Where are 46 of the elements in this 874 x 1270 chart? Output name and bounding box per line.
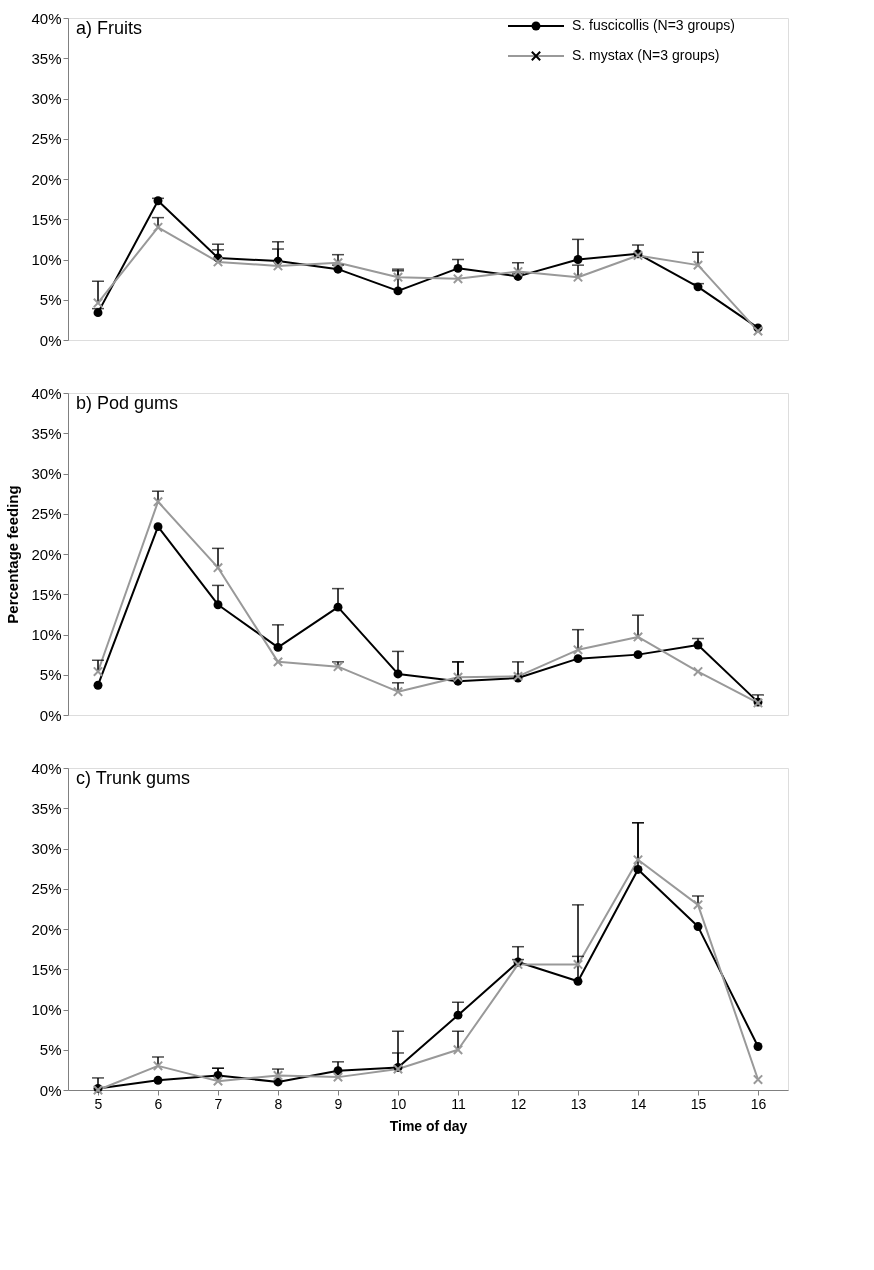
y-tick-label: 0% (39, 331, 62, 349)
x-tick-label: 14 (630, 1095, 647, 1112)
y-tick-label: 20% (31, 545, 62, 563)
x-tick-label: 9 (334, 1095, 343, 1112)
y-tick-label: 10% (31, 251, 62, 268)
x-axis-title: Time of day (389, 1117, 468, 1134)
x-tick-label: 8 (274, 1095, 283, 1112)
chart-title: b) Pod gums (76, 393, 179, 413)
y-tick-label: 40% (31, 9, 62, 27)
y-tick-label: 30% (31, 465, 62, 482)
y-tick-label: 40% (31, 759, 62, 777)
y-tick-label: 35% (31, 799, 62, 817)
chart-title: c) Trunk gums (76, 768, 191, 788)
x-tick-label: 12 (510, 1095, 527, 1112)
y-tick-label: 5% (39, 291, 62, 309)
x-tick-label: 13 (570, 1095, 587, 1112)
y-tick-label: 40% (31, 384, 62, 402)
y-tick-label: 10% (31, 626, 62, 643)
y-tick-label: 30% (31, 840, 62, 857)
x-tick-label: 15 (690, 1095, 707, 1112)
x-tick-label: 7 (214, 1095, 223, 1112)
x-tick-label: 16 (750, 1095, 767, 1112)
y-tick-label: 25% (31, 880, 62, 898)
y-tick-label: 35% (31, 49, 62, 67)
y-tick-label: 15% (31, 210, 62, 228)
y-axis-title: Percentage feeding (4, 485, 22, 624)
legend-label: S. mystax (N=3 groups) (572, 47, 720, 63)
y-tick-label: 10% (31, 1001, 62, 1018)
y-tick-label: 5% (39, 666, 62, 684)
y-tick-label: 15% (31, 960, 62, 978)
chart-title: a) Fruits (76, 18, 143, 38)
y-tick-label: 25% (31, 505, 62, 523)
y-tick-label: 0% (39, 1081, 62, 1099)
x-tick-label: 6 (154, 1095, 163, 1112)
y-tick-label: 15% (31, 585, 62, 603)
y-tick-label: 20% (31, 170, 62, 188)
y-tick-label: 20% (31, 920, 62, 938)
y-tick-label: 30% (31, 90, 62, 107)
y-tick-label: 25% (31, 130, 62, 148)
x-tick-label: 10 (390, 1095, 407, 1112)
x-tick-label: 11 (451, 1095, 466, 1112)
y-tick-label: 0% (39, 706, 62, 724)
y-tick-label: 35% (31, 424, 62, 442)
x-tick-label: 5 (94, 1095, 103, 1112)
legend-label: S. fuscicollis (N=3 groups) (572, 17, 736, 33)
y-tick-label: 5% (39, 1041, 62, 1059)
